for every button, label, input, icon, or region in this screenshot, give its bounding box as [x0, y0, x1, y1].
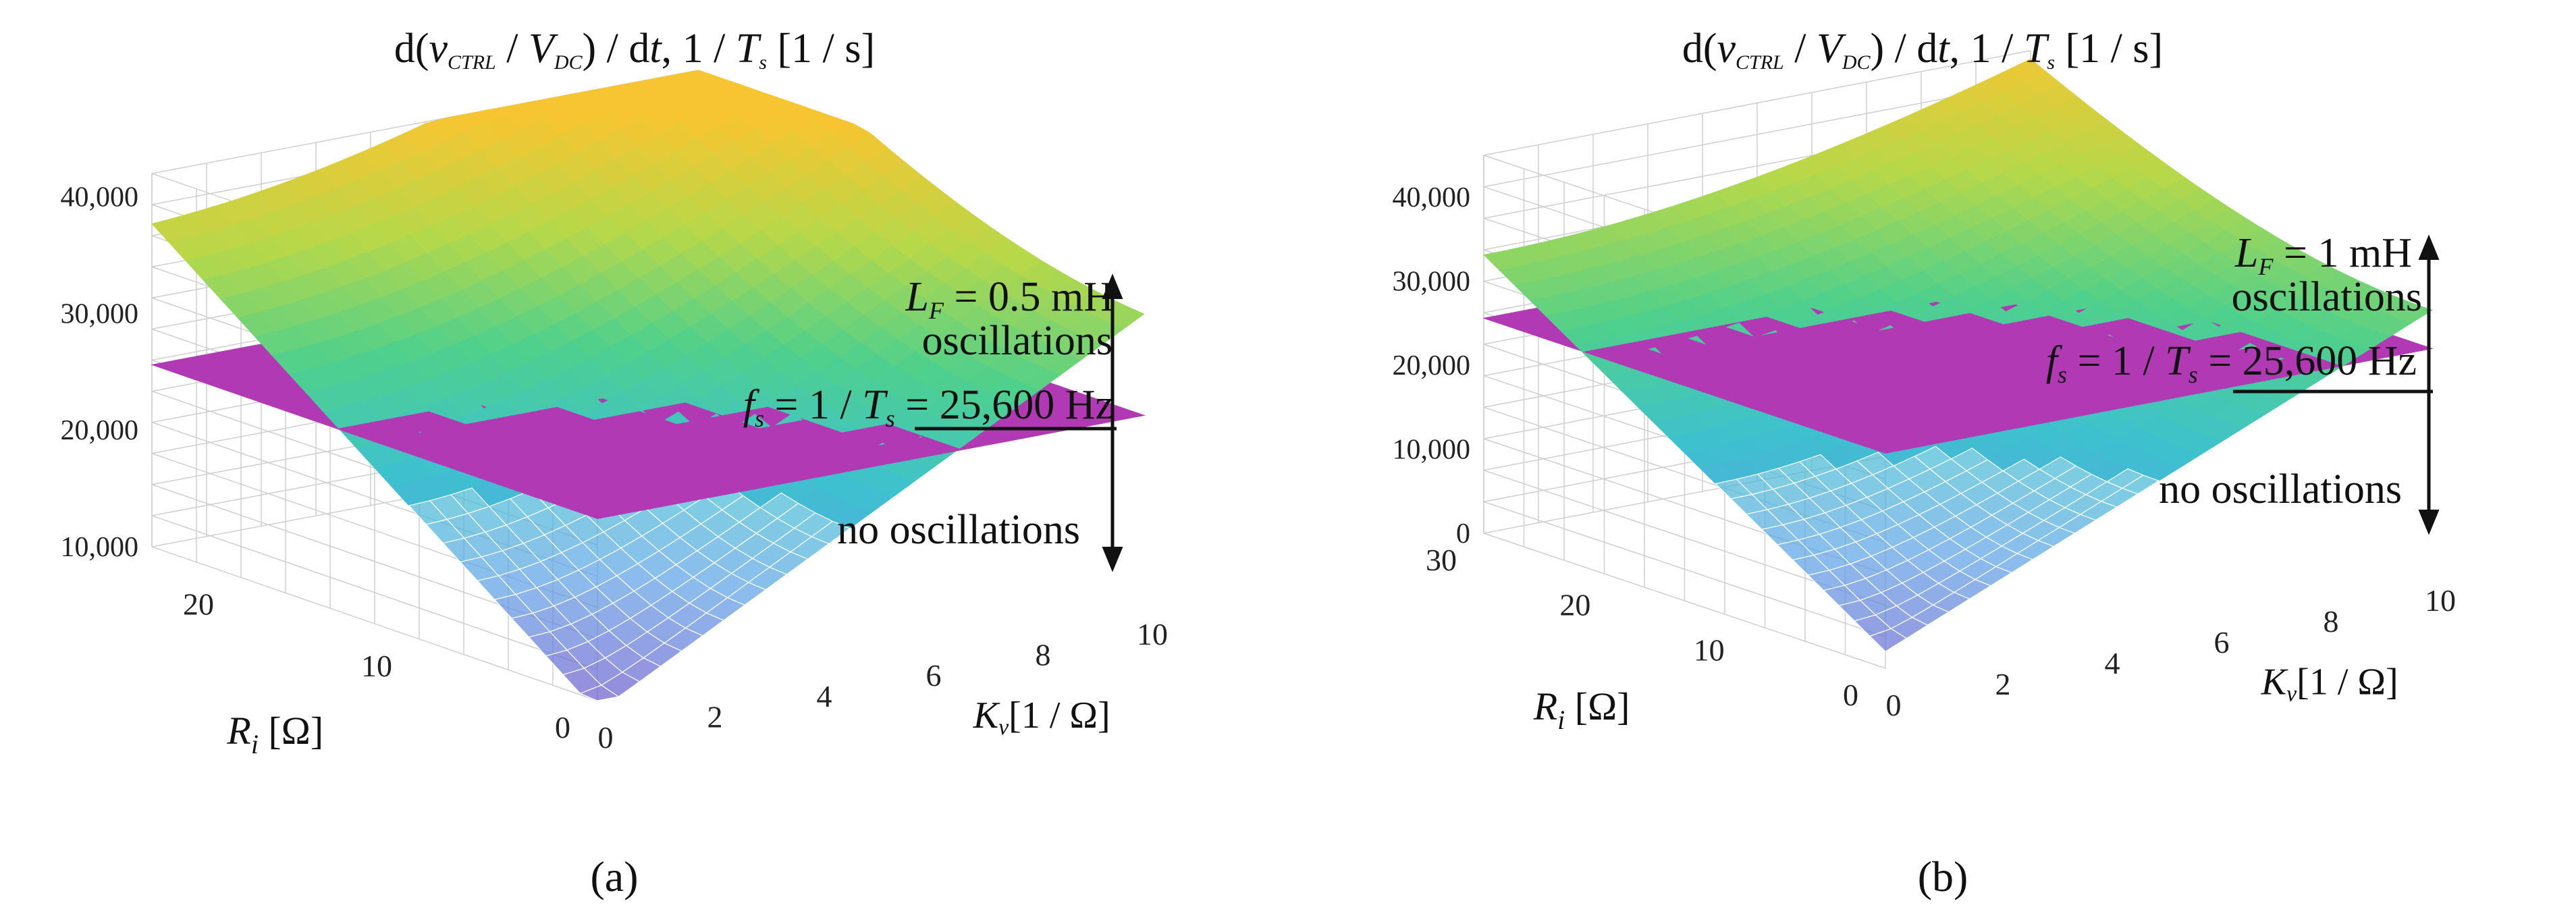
x-tick-label: 0: [1886, 688, 1902, 722]
x-tick-label: 4: [817, 679, 832, 713]
surface-plot-a: 10,000 20,000 30,000 40,000 0 2 4 6 8 10 0 10 20 Kv[1…: [61, 26, 1169, 900]
x-tick-label: 0: [598, 720, 614, 755]
z-tick-label: 10,000: [1393, 435, 1471, 466]
axis-labels: 0 10,000 20,000 30,000 40,000 0 2 4 6 8 10 0 10 20 30: [1393, 182, 2457, 722]
y-tick-label: 0: [555, 710, 570, 745]
surface-plot-b: 0 10,000 20,000 30,000 40,000 0 2 4 6 8 10 0 10 20 30 K…: [1393, 26, 2457, 900]
z-tick-label: 30,000: [1393, 267, 1471, 298]
surface-mesh: [1482, 58, 2434, 652]
x-tick-label: 6: [2214, 625, 2230, 659]
panel-a: 10,000 20,000 30,000 40,000 0 2 4 6 8 10 0 10 20 Kv[1…: [61, 26, 1169, 900]
x-tick-label: 10: [2425, 583, 2456, 618]
lf-label: LF = 0.5 mH: [905, 274, 1114, 324]
surface-mesh: [151, 70, 1146, 701]
z-tick-label: 20,000: [61, 415, 139, 446]
region-arrows: [915, 273, 1123, 572]
fs-label: fs = 1 / Ts = 25,600 Hz: [2046, 338, 2417, 388]
x-tick-label: 2: [707, 699, 723, 734]
lf-label: LF = 1 mH: [2234, 230, 2412, 280]
no-oscillations-label: no oscillations: [837, 507, 1080, 553]
chart-title: d(vCTRL / VDC) / dt, 1 / Ts [1 / s]: [1682, 26, 2163, 74]
z-tick-label: 30,000: [61, 298, 139, 329]
x-axis-title: Kv[1 / Ω]: [2261, 661, 2398, 706]
x-axis-title: Kv[1 / Ω]: [973, 695, 1110, 740]
axis-labels: 10,000 20,000 30,000 40,000 0 2 4 6 8 10 0 10 20: [61, 182, 1169, 755]
oscillations-label: oscillations: [922, 318, 1112, 364]
region-arrows: [2233, 234, 2440, 535]
x-tick-label: 6: [926, 658, 942, 693]
y-tick-label: 20: [183, 587, 214, 622]
oscillations-label: oscillations: [2232, 274, 2422, 320]
fs-label: fs = 1 / Ts = 25,600 Hz: [743, 382, 1114, 432]
x-tick-label: 8: [1036, 638, 1051, 672]
panel-label: (b): [1918, 853, 1968, 900]
x-tick-label: 4: [2105, 646, 2120, 680]
z-tick-label: 0: [1456, 518, 1470, 549]
x-tick-label: 2: [1995, 667, 2011, 701]
y-axis-title: Ri [Ω]: [226, 709, 323, 759]
z-tick-label: 40,000: [61, 182, 139, 213]
x-tick-label: 8: [2324, 604, 2339, 639]
z-tick-label: 10,000: [61, 532, 139, 563]
no-oscillations-label: no oscillations: [2159, 466, 2402, 512]
panel-b: 0 10,000 20,000 30,000 40,000 0 2 4 6 8 10 0 10 20 30 K…: [1288, 0, 2576, 918]
y-axis-title: Ri [Ω]: [1533, 684, 1630, 735]
y-tick-label: 10: [361, 649, 392, 683]
z-tick-label: 40,000: [1393, 182, 1471, 213]
chart-title: d(vCTRL / VDC) / dt, 1 / Ts [1 / s]: [394, 26, 875, 74]
y-tick-label: 20: [1559, 588, 1590, 622]
y-tick-label: 10: [1694, 632, 1725, 667]
panel-label: (a): [590, 853, 638, 900]
x-tick-label: 10: [1137, 617, 1168, 651]
y-tick-label: 0: [1843, 678, 1858, 712]
y-tick-label: 30: [1426, 543, 1457, 577]
z-tick-label: 20,000: [1393, 350, 1471, 381]
